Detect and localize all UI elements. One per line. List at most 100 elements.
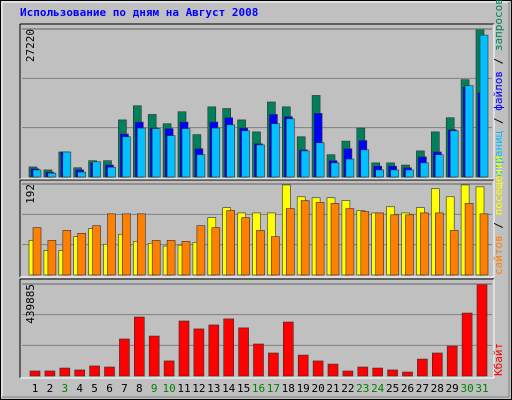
legend-separator: /	[492, 51, 505, 71]
bar	[405, 169, 414, 178]
bar	[375, 169, 385, 178]
legend-separator: /	[492, 111, 505, 131]
bar	[431, 352, 443, 377]
bar	[59, 367, 71, 377]
bar	[181, 128, 191, 178]
bar	[211, 227, 221, 276]
legend-entry: файлов	[492, 71, 505, 111]
bar	[256, 144, 265, 178]
bar	[107, 213, 116, 276]
bar	[253, 343, 264, 377]
bar	[405, 214, 414, 276]
bar	[211, 127, 221, 178]
bar	[74, 369, 85, 377]
x-tick-label: 1	[32, 382, 39, 395]
bar	[420, 212, 429, 276]
bar	[434, 212, 444, 276]
bar	[330, 203, 340, 276]
bar	[420, 162, 429, 178]
bar	[345, 208, 355, 276]
legend: Кбайт	[492, 343, 505, 376]
y-tick-label: 192	[24, 184, 37, 204]
bar	[107, 166, 116, 178]
x-tick-label: 20	[311, 382, 324, 395]
x-tick-label: 18	[282, 382, 295, 395]
bar	[29, 370, 41, 377]
x-tick-label: 31	[475, 382, 488, 395]
legend-separator: /	[492, 215, 505, 235]
bar	[196, 225, 206, 276]
bar	[312, 360, 324, 377]
legend: сайтов / посещений	[492, 156, 505, 275]
x-tick-label: 4	[76, 382, 83, 395]
x-tick-label: 19	[297, 382, 310, 395]
bar	[285, 208, 295, 276]
bar	[446, 345, 458, 377]
bar	[223, 318, 234, 377]
bar	[122, 213, 131, 276]
bar	[151, 128, 161, 178]
bar	[464, 203, 474, 276]
bar	[32, 227, 42, 276]
chart-title: Использование по дням на Август 2008	[20, 6, 258, 19]
x-tick-label: 22	[341, 382, 354, 395]
bar	[163, 360, 175, 377]
bar	[77, 171, 86, 178]
x-tick-label: 11	[177, 382, 190, 395]
bar	[241, 130, 250, 178]
x-tick-label: 9	[151, 382, 158, 395]
bar	[330, 162, 340, 178]
x-tick-label: 25	[386, 382, 399, 395]
bar	[297, 354, 309, 377]
bar	[92, 225, 101, 276]
bar	[417, 358, 428, 377]
bar	[449, 130, 459, 178]
bar	[92, 161, 101, 178]
legend: страниц / файлов / запросов	[492, 0, 505, 177]
bar	[134, 316, 145, 377]
legend-entry: страниц	[492, 131, 505, 177]
bar	[238, 327, 249, 377]
bar	[166, 240, 176, 276]
bar	[181, 241, 191, 276]
bar	[315, 142, 325, 178]
bar	[390, 169, 399, 178]
bar	[137, 127, 146, 178]
bar	[375, 212, 385, 276]
x-tick-label: 15	[237, 382, 250, 395]
x-tick-label: 27	[416, 382, 429, 395]
bar	[285, 118, 295, 178]
bar	[44, 370, 56, 377]
y-tick-label: 27220	[24, 29, 37, 62]
bar	[193, 328, 205, 377]
x-tick-label: 10	[162, 382, 175, 395]
bar	[137, 213, 146, 276]
bar	[372, 367, 384, 377]
bar	[357, 366, 369, 377]
legend-entry: Кбайт	[492, 343, 505, 376]
bar	[300, 150, 310, 178]
x-tick-label: 7	[121, 382, 128, 395]
bar	[390, 214, 399, 276]
x-tick-label: 29	[446, 382, 459, 395]
bar	[387, 369, 398, 377]
bar	[32, 169, 42, 178]
x-tick-label: 6	[106, 382, 113, 395]
bar	[327, 363, 339, 377]
bar	[479, 213, 489, 276]
bar	[449, 230, 459, 276]
x-tick-label: 30	[460, 382, 473, 395]
bar	[402, 371, 413, 377]
x-tick-label: 23	[356, 382, 369, 395]
bar	[47, 172, 57, 178]
bar	[151, 240, 161, 276]
bar	[166, 135, 176, 178]
bar	[62, 151, 72, 178]
bar	[342, 370, 354, 377]
bar	[122, 136, 131, 178]
bar	[77, 232, 86, 276]
bar	[476, 283, 488, 377]
bar	[271, 236, 280, 276]
x-tick-label: 16	[252, 382, 265, 395]
